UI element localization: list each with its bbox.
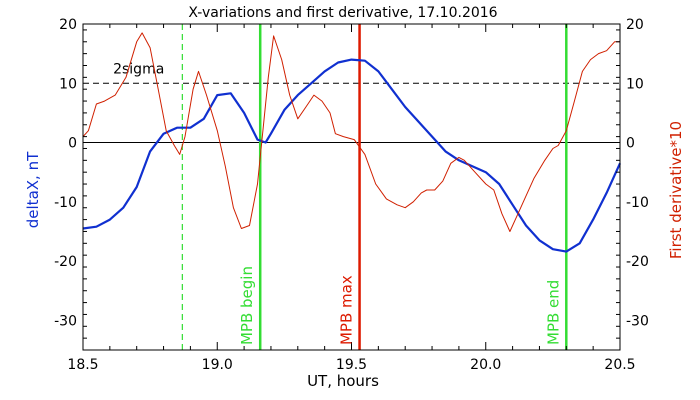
data-series — [82, 32, 622, 253]
y-axis-label-left: deltaX, nT — [24, 151, 42, 228]
y-tick-label-left: 20 — [59, 17, 77, 33]
y-tick-label-right: 0 — [626, 136, 635, 152]
y-tick-label-right: 10 — [626, 76, 644, 92]
y-tick-label-left: -30 — [54, 313, 77, 329]
y-tick-label-left: 0 — [68, 136, 77, 152]
y-tick-label-left: -20 — [54, 254, 77, 270]
reference-lines: 2sigma — [83, 61, 620, 144]
event-markers — [181, 24, 568, 350]
marker-label-1: MPB begin — [238, 266, 256, 345]
x-tick-label: 20.5 — [604, 357, 635, 373]
y-tick-label-right: 20 — [626, 17, 644, 33]
x-tick-label: 18.5 — [67, 357, 98, 373]
y-tick-label-left: 10 — [59, 76, 77, 92]
two-sigma-label: 2sigma — [113, 61, 164, 77]
x-tick-label: 20.0 — [470, 357, 501, 373]
marker-labels: MPB begin MPB max MPB end — [238, 266, 562, 345]
marker-label-3: MPB end — [544, 280, 562, 345]
x-tick-label: 19.0 — [202, 357, 233, 373]
y-tick-label-right: -30 — [626, 313, 649, 329]
deltax-series-line — [82, 58, 622, 253]
y-tick-label-left: -10 — [54, 195, 77, 211]
y-tick-label-right: -20 — [626, 254, 649, 270]
x-axis-label: UT, hours — [307, 372, 379, 390]
marker-label-2: MPB max — [338, 275, 356, 345]
chart-title: X-variations and first derivative, 17.10… — [188, 5, 497, 21]
x-tick-label: 19.5 — [336, 357, 367, 373]
y-axis-label-right: First derivative*10 — [667, 121, 685, 259]
y-tick-label-right: -10 — [626, 195, 649, 211]
axis-ticks: 18.5 19.0 19.5 20.0 20.5 20 20 10 10 0 0 -10 -10 -20 -… — [54, 17, 649, 373]
derivative-series-line — [82, 32, 620, 232]
